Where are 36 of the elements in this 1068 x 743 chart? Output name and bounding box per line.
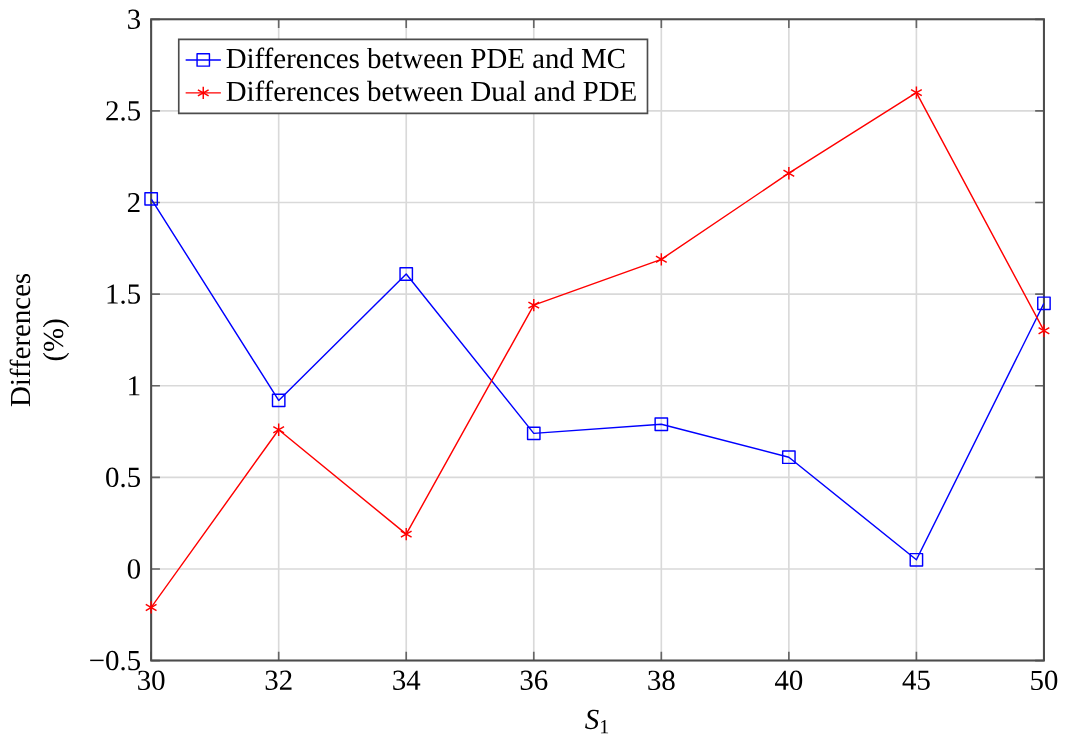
y-tick-label: 0.5 (106, 467, 140, 488)
point (655, 252, 668, 267)
point (910, 85, 923, 100)
x-tick-label: 34 (393, 670, 421, 691)
point (1037, 323, 1051, 338)
point (527, 298, 540, 313)
y-tick-label: 2.5 (106, 101, 140, 121)
y-tick-label: −0.5 (90, 650, 140, 671)
point (526, 426, 541, 441)
x-tick-label: 38 (648, 670, 675, 691)
point (271, 393, 286, 408)
legend-label: Differences between PDE and MC (226, 47, 625, 69)
x-axis-title: S$_{1}$ (585, 709, 609, 734)
point (144, 191, 159, 206)
point (909, 552, 924, 567)
y-tick-label: 1 (129, 376, 140, 396)
y-tick-label: 1.5 (107, 284, 140, 304)
x-tick-label: 30 (138, 670, 165, 691)
point (399, 267, 414, 281)
x-tick-label: 50 (1031, 670, 1058, 691)
point (145, 600, 158, 615)
legend-label: Differences between Dual and PDE (226, 80, 636, 102)
point (400, 527, 413, 542)
x-tick-label: 45 (902, 670, 930, 690)
x-tick-label: 32 (265, 670, 292, 691)
point (272, 422, 285, 437)
point (781, 450, 796, 465)
point (654, 417, 669, 432)
x-tick-label: 40 (774, 670, 803, 691)
y-tick-label: 0 (127, 559, 140, 579)
y-axis-title: Differences (%) (9, 273, 70, 407)
point (1037, 296, 1051, 311)
y-tick-label: 3 (128, 9, 140, 30)
point (782, 166, 795, 181)
x-tick-label: 36 (520, 670, 548, 691)
y-tick-label: 2 (127, 193, 140, 213)
